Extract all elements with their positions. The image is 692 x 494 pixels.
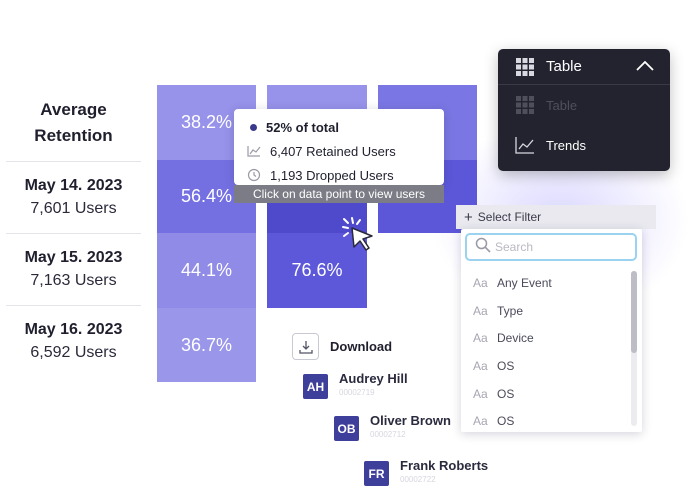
clock-icon	[246, 167, 262, 183]
tooltip-retained-row: 6,407 Retained Users	[246, 139, 432, 163]
filter-search-input[interactable]	[495, 240, 625, 254]
cohort-date: May 15. 2023	[24, 248, 123, 266]
user-name: Frank Roberts	[400, 458, 489, 473]
user-list-item[interactable]: OB Oliver Brown 00002712	[334, 413, 451, 441]
tooltip-hint: Click on data point to view users	[234, 185, 444, 203]
user-name: Oliver Brown	[370, 413, 451, 428]
user-id: 00002722	[400, 475, 436, 484]
filter-option-label: OS	[497, 386, 515, 401]
average-retention-header: Average Retention	[6, 84, 141, 162]
text-type-icon: Aa	[473, 303, 488, 318]
user-id: 00002712	[370, 430, 406, 439]
cohort-row: May 16. 2023 6,592 Users	[6, 306, 141, 378]
data-point-tooltip: 52% of total 6,407 Retained Users 1,193 …	[234, 109, 444, 185]
select-filter-label: Select Filter	[477, 210, 542, 224]
user-list-item[interactable]: FR Frank Roberts 00002722	[364, 458, 488, 486]
filter-option-label: Any Event	[497, 275, 552, 290]
retention-date-column: Average Retention May 14. 2023 7,601 Use…	[6, 84, 141, 378]
line-chart-icon	[246, 143, 262, 159]
filter-option-label: Type	[497, 303, 524, 318]
series-dot-icon	[250, 123, 257, 131]
filter-option[interactable]: Aa OS	[473, 352, 552, 380]
view-option-label: Trends	[546, 137, 586, 153]
cohort-row: May 14. 2023 7,601 Users	[6, 162, 141, 234]
filter-option[interactable]: Aa Device	[473, 324, 552, 352]
view-option-trends[interactable]: Trends	[498, 125, 670, 165]
filter-option[interactable]: Aa Type	[473, 297, 552, 325]
tooltip-retained: 6,407 Retained Users	[270, 143, 396, 159]
cohort-date: May 16. 2023	[24, 321, 123, 338]
select-filter-button[interactable]: + Select Filter	[456, 205, 656, 229]
filter-option-list: Aa Any Event Aa Type Aa Device Aa OS Aa OS Aa…	[473, 269, 552, 435]
heatmap-cell[interactable]: 36.7%	[157, 308, 256, 382]
download-button[interactable]: Download	[292, 333, 392, 360]
view-dropdown-header[interactable]: Table	[498, 49, 670, 85]
user-name: Audrey Hill	[339, 371, 408, 386]
grid-icon	[514, 56, 536, 78]
text-type-icon: Aa	[473, 386, 488, 401]
avatar: FR	[364, 461, 389, 486]
grid-icon	[514, 94, 536, 116]
plus-icon: +	[464, 208, 473, 226]
header-line-1: Average	[40, 99, 107, 119]
download-icon	[292, 333, 319, 360]
header-line-2: Retention	[34, 125, 113, 145]
text-type-icon: Aa	[473, 331, 488, 346]
tooltip-dropped: 1,193 Dropped Users	[270, 167, 394, 183]
tooltip-total: 52% of total	[266, 119, 339, 135]
filter-panel: Aa Any Event Aa Type Aa Device Aa OS Aa OS Aa…	[461, 229, 642, 432]
view-dropdown[interactable]: Table Table Trends	[498, 49, 670, 171]
click-cursor-icon	[338, 214, 382, 258]
filter-option-label: Device	[497, 331, 534, 346]
tooltip-dropped-row: 1,193 Dropped Users	[246, 163, 432, 187]
download-label: Download	[330, 339, 393, 354]
filter-option[interactable]: Aa Any Event	[473, 269, 552, 297]
text-type-icon: Aa	[473, 358, 488, 373]
filter-option-label: OS	[497, 358, 515, 373]
user-list-item[interactable]: AH Audrey Hill 00002719	[303, 371, 408, 399]
cohort-users: 7,601 Users	[30, 199, 117, 217]
user-id: 00002719	[339, 388, 375, 397]
text-type-icon: Aa	[473, 414, 488, 429]
cohort-users: 6,592 Users	[30, 344, 117, 361]
cohort-users: 7,163 Users	[30, 271, 117, 289]
chevron-up-icon[interactable]	[636, 58, 654, 75]
avatar: OB	[334, 416, 359, 441]
filter-option-label: OS	[497, 414, 515, 429]
filter-scrollbar-thumb[interactable]	[631, 271, 637, 353]
view-option-label: Table	[546, 97, 578, 113]
cohort-date: May 14. 2023	[24, 176, 123, 194]
filter-option[interactable]: Aa OS	[473, 407, 552, 435]
view-selected-label: Table	[546, 58, 582, 75]
line-chart-icon	[514, 134, 536, 156]
heatmap-cell[interactable]: 76.6%	[267, 233, 367, 308]
avatar: AH	[303, 374, 328, 399]
search-icon	[475, 237, 491, 258]
tooltip-total-row: 52% of total	[246, 115, 432, 139]
view-option-table: Table	[498, 85, 670, 125]
heatmap-cell[interactable]: 44.1%	[157, 233, 256, 308]
text-type-icon: Aa	[473, 275, 488, 290]
filter-search-box[interactable]	[465, 233, 637, 261]
filter-option[interactable]: Aa OS	[473, 380, 552, 408]
cohort-row: May 15. 2023 7,163 Users	[6, 234, 141, 306]
